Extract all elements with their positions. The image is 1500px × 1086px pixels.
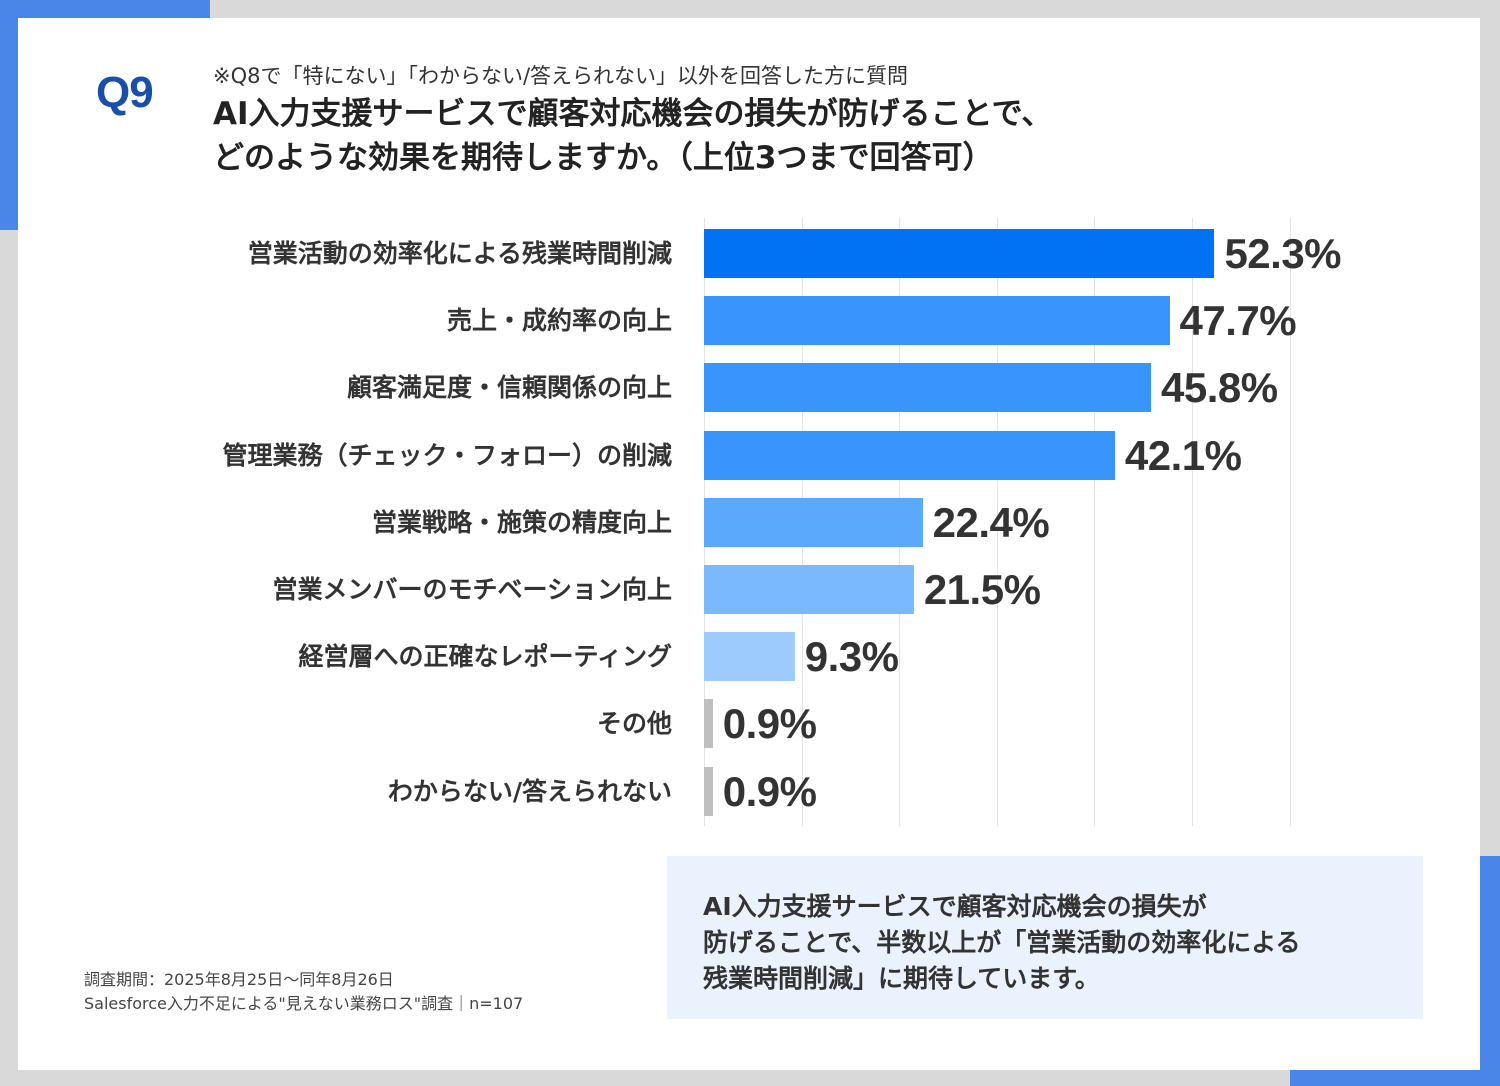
survey-source: 調査期間：2025年8月25日～同年8月26日 Salesforce入力不足によ… <box>84 968 523 1016</box>
category-label: 営業戦略・施策の精度向上 <box>371 507 672 537</box>
bar <box>704 363 1151 413</box>
value-label: 52.3% <box>1224 230 1342 277</box>
category-label: その他 <box>596 709 672 739</box>
summary-line-3: 残業時間削減」に期待しています。 <box>703 964 1100 993</box>
bar <box>704 699 713 749</box>
category-label: 営業活動の効率化による残業時間削減 <box>247 239 672 268</box>
category-label: 管理業務（チェック・フォロー）の削減 <box>222 440 672 470</box>
gridline <box>1289 218 1291 826</box>
bar <box>704 632 795 682</box>
bar <box>704 766 713 816</box>
value-label: 47.7% <box>1179 297 1297 345</box>
summary-line-1: AI入力支援サービスで顧客対応機会の損失が <box>703 892 1207 921</box>
value-label: 45.8% <box>1161 364 1278 412</box>
value-label: 21.5% <box>923 566 1041 613</box>
bar <box>704 565 914 614</box>
bar <box>704 229 1215 278</box>
category-label: 売上・成約率の向上 <box>446 306 672 336</box>
category-label: 顧客満足度・信頼関係の向上 <box>346 373 672 403</box>
bar <box>704 430 1115 480</box>
question-number: Q9 <box>96 68 154 117</box>
summary-box: AI入力支援サービスで顧客対応機会の損失が 防げることで、半数以上が「営業活動の… <box>667 856 1423 1019</box>
gridline <box>1094 218 1096 826</box>
bar <box>704 296 1170 346</box>
survey-period: 調査期間：2025年8月25日～同年8月26日 <box>84 970 394 989</box>
survey-name: Salesforce入力不足による"見えない業務ロス"調査｜n=107 <box>84 994 524 1013</box>
title-line-1: AI入力支援サービスで顧客対応機会の損失が防げることで、 <box>213 96 1053 132</box>
question-title: AI入力支援サービスで顧客対応機会の損失が防げることで、 どのような効果を期待し… <box>213 92 1213 180</box>
value-label: 0.9% <box>722 700 817 748</box>
summary-line-2: 防げることで、半数以上が「営業活動の効率化による <box>703 928 1301 957</box>
value-label: 0.9% <box>722 767 817 815</box>
category-label: 経営層への正確なレポーティング <box>298 642 672 672</box>
gridline <box>996 218 998 826</box>
gridline <box>1192 218 1193 826</box>
bar <box>704 497 923 547</box>
value-label: 22.4% <box>932 498 1050 546</box>
category-label: 営業メンバーのモチベーション向上 <box>272 575 672 604</box>
value-label: 42.1% <box>1124 431 1242 479</box>
category-label: わからない/答えられない <box>387 776 672 806</box>
value-label: 9.3% <box>804 633 899 681</box>
question-note: ※Q8で「特にない」「わからない/答えられない」以外を回答した方に質問 <box>213 64 909 88</box>
title-line-2: どのような効果を期待しますか。（上位3つまで回答可） <box>213 140 994 176</box>
